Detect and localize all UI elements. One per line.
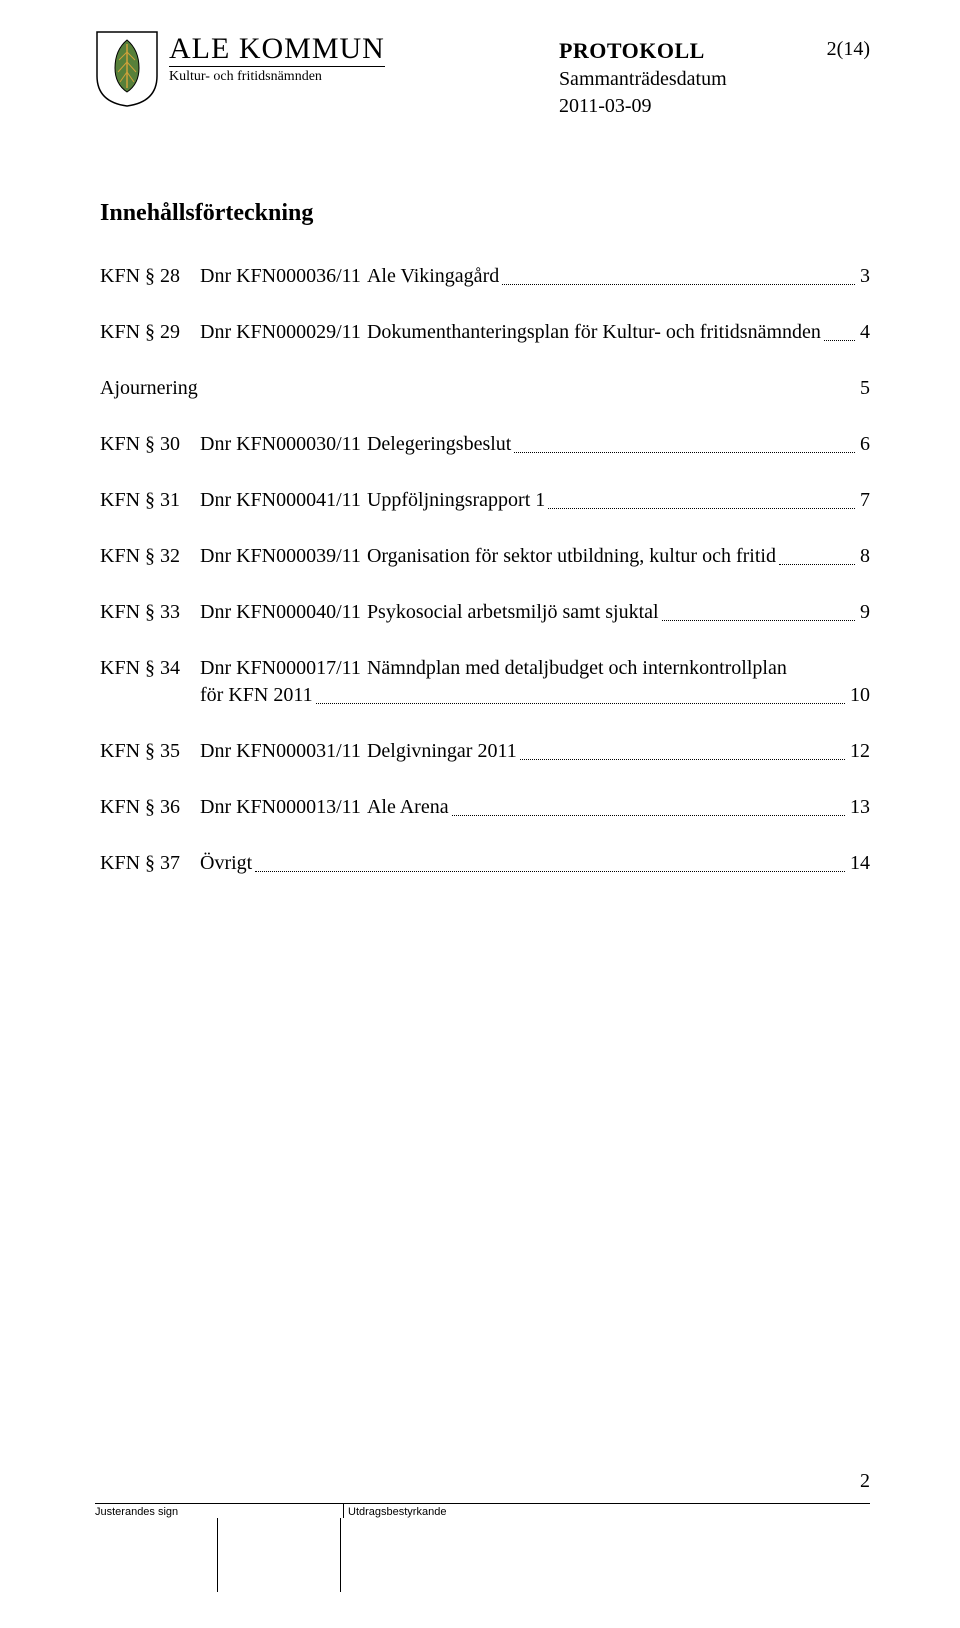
toc-item-title: Dokumenthanteringsplan för Kultur- och f… bbox=[367, 319, 821, 346]
toc-title-area: Övrigt bbox=[200, 850, 848, 877]
toc-item-dnr: Dnr KFN000029/11 bbox=[200, 319, 367, 346]
toc-title-area: Psykosocial arbetsmiljö samt sjuktal bbox=[367, 599, 858, 626]
ajournering-label: Ajournering bbox=[100, 375, 198, 402]
toc-row-ajournering: Ajournering 5 bbox=[100, 375, 870, 402]
toc-row: KFN § 37 Övrigt 14 bbox=[100, 850, 870, 877]
toc-item-label: KFN § 34 bbox=[100, 655, 200, 682]
toc-item-page: 3 bbox=[858, 263, 870, 290]
toc-row: KFN § 35 Dnr KFN000031/11 Delgivningar 2… bbox=[100, 738, 870, 765]
toc-item-dnr: Dnr KFN000039/11 bbox=[200, 543, 367, 570]
footer-right-label: Utdragsbestyrkande bbox=[343, 1504, 446, 1518]
toc-title-area: Dokumenthanteringsplan för Kultur- och f… bbox=[367, 319, 858, 346]
document-subtitle: Sammanträdesdatum bbox=[559, 66, 727, 93]
leader-dots bbox=[452, 814, 845, 816]
toc-item-dnr: Dnr KFN000041/11 bbox=[200, 487, 367, 514]
toc-item-label: KFN § 35 bbox=[100, 738, 200, 765]
ajournering-page: 5 bbox=[858, 375, 870, 402]
toc-item-title: Ale Arena bbox=[367, 794, 449, 821]
toc-item-page: 14 bbox=[848, 850, 870, 877]
page-footer: 2 Justerandes sign Utdragsbestyrkande bbox=[95, 1470, 870, 1592]
toc-item-label: KFN § 30 bbox=[100, 431, 200, 458]
toc-row: KFN § 36 Dnr KFN000013/11 Ale Arena 13 bbox=[100, 794, 870, 821]
leader-dots bbox=[824, 339, 855, 341]
toc-item-label: KFN § 33 bbox=[100, 599, 200, 626]
toc-item-page: 4 bbox=[858, 319, 870, 346]
page: ALE KOMMUN Kultur- och fritidsnämnden PR… bbox=[0, 0, 960, 1628]
toc-item-title: Uppföljningsrapport 1 bbox=[367, 487, 545, 514]
footer-left-label: Justerandes sign bbox=[95, 1504, 344, 1518]
brand-subtitle: Kultur- och fritidsnämnden bbox=[169, 69, 385, 85]
toc-row: KFN § 32 Dnr KFN000039/11 Organisation f… bbox=[100, 543, 870, 570]
toc-list: KFN § 28 Dnr KFN000036/11 Ale Vikingagår… bbox=[100, 263, 870, 877]
certification-box bbox=[341, 1518, 870, 1592]
document-header: PROTOKOLL Sammanträdesdatum 2011-03-09 2… bbox=[559, 30, 870, 120]
toc-title-area: Delegeringsbeslut bbox=[367, 431, 858, 458]
page-indicator: 2(14) bbox=[827, 36, 870, 120]
document-header-left: PROTOKOLL Sammanträdesdatum 2011-03-09 bbox=[559, 36, 727, 120]
signature-box bbox=[218, 1518, 341, 1592]
toc-title-area: Ale Arena bbox=[367, 794, 848, 821]
toc-row: KFN § 31 Dnr KFN000041/11 Uppföljningsra… bbox=[100, 487, 870, 514]
toc-item-page: 6 bbox=[858, 431, 870, 458]
footer-page-number: 2 bbox=[95, 1470, 870, 1493]
toc-item-label: KFN § 29 bbox=[100, 319, 200, 346]
toc-row: KFN § 28 Dnr KFN000036/11 Ale Vikingagår… bbox=[100, 263, 870, 290]
page-header: ALE KOMMUN Kultur- och fritidsnämnden PR… bbox=[95, 30, 870, 120]
toc-item-dnr: Dnr KFN000030/11 bbox=[200, 431, 367, 458]
toc-item-dnr: Dnr KFN000040/11 bbox=[200, 599, 367, 626]
toc-item-title: Delgivningar 2011 bbox=[367, 738, 517, 765]
toc-item-dnr: Dnr KFN000017/11 bbox=[200, 655, 367, 682]
toc-item-title-line1: Nämndplan med detaljbudget och internkon… bbox=[367, 655, 787, 682]
toc-item-page: 7 bbox=[858, 487, 870, 514]
toc-title-area: Uppföljningsrapport 1 bbox=[367, 487, 858, 514]
leader-dots bbox=[548, 507, 855, 509]
toc-item-label: KFN § 32 bbox=[100, 543, 200, 570]
toc-item-title: Ale Vikingagård bbox=[367, 263, 499, 290]
toc-item-label: KFN § 36 bbox=[100, 794, 200, 821]
leader-dots bbox=[514, 451, 855, 453]
footer-labels-row: Justerandes sign Utdragsbestyrkande bbox=[95, 1503, 870, 1518]
toc-item-page: 13 bbox=[848, 794, 870, 821]
toc-row: KFN § 30 Dnr KFN000030/11 Delegeringsbes… bbox=[100, 431, 870, 458]
toc-item-dnr: Dnr KFN000013/11 bbox=[200, 794, 367, 821]
toc-item-title: Övrigt bbox=[200, 850, 252, 877]
toc-item-page: 8 bbox=[858, 543, 870, 570]
document-date: 2011-03-09 bbox=[559, 93, 727, 120]
toc-item-label: KFN § 28 bbox=[100, 263, 200, 290]
leader-dots bbox=[316, 702, 845, 704]
toc-item-page: 12 bbox=[848, 738, 870, 765]
content-area: Innehållsförteckning KFN § 28 Dnr KFN000… bbox=[95, 200, 870, 877]
toc-item-page: 10 bbox=[848, 682, 870, 709]
municipal-crest-icon bbox=[95, 30, 159, 108]
toc-row: KFN § 29 Dnr KFN000029/11 Dokumenthanter… bbox=[100, 319, 870, 346]
toc-item-dnr: Dnr KFN000036/11 bbox=[200, 263, 367, 290]
leader-dots bbox=[662, 619, 855, 621]
leader-dots bbox=[255, 870, 845, 872]
brand-block: ALE KOMMUN Kultur- och fritidsnämnden bbox=[95, 30, 385, 108]
leader-dots bbox=[520, 758, 845, 760]
brand-text: ALE KOMMUN Kultur- och fritidsnämnden bbox=[169, 30, 385, 85]
signature-box bbox=[95, 1518, 218, 1592]
toc-item-label: KFN § 31 bbox=[100, 487, 200, 514]
toc-row-wrap: KFN § 34 Dnr KFN000017/11 Nämndplan med … bbox=[100, 655, 870, 709]
toc-title-area: Delgivningar 2011 bbox=[367, 738, 848, 765]
document-title: PROTOKOLL bbox=[559, 36, 727, 66]
toc-item-title: Delegeringsbeslut bbox=[367, 431, 511, 458]
toc-row: KFN § 33 Dnr KFN000040/11 Psykosocial ar… bbox=[100, 599, 870, 626]
toc-item-label: KFN § 37 bbox=[100, 850, 200, 877]
toc-item-title: Organisation för sektor utbildning, kult… bbox=[367, 543, 776, 570]
toc-title-area: Organisation för sektor utbildning, kult… bbox=[367, 543, 858, 570]
brand-title: ALE KOMMUN bbox=[169, 34, 385, 67]
toc-heading: Innehållsförteckning bbox=[100, 200, 870, 227]
leader-dots bbox=[502, 283, 855, 285]
leader-dots bbox=[779, 563, 855, 565]
toc-item-dnr: Dnr KFN000031/11 bbox=[200, 738, 367, 765]
toc-item-title: Psykosocial arbetsmiljö samt sjuktal bbox=[367, 599, 659, 626]
toc-title-area: Ale Vikingagård bbox=[367, 263, 858, 290]
footer-signature-boxes bbox=[95, 1518, 870, 1592]
toc-item-title-line2: för KFN 2011 bbox=[200, 682, 313, 709]
toc-item-page: 9 bbox=[858, 599, 870, 626]
